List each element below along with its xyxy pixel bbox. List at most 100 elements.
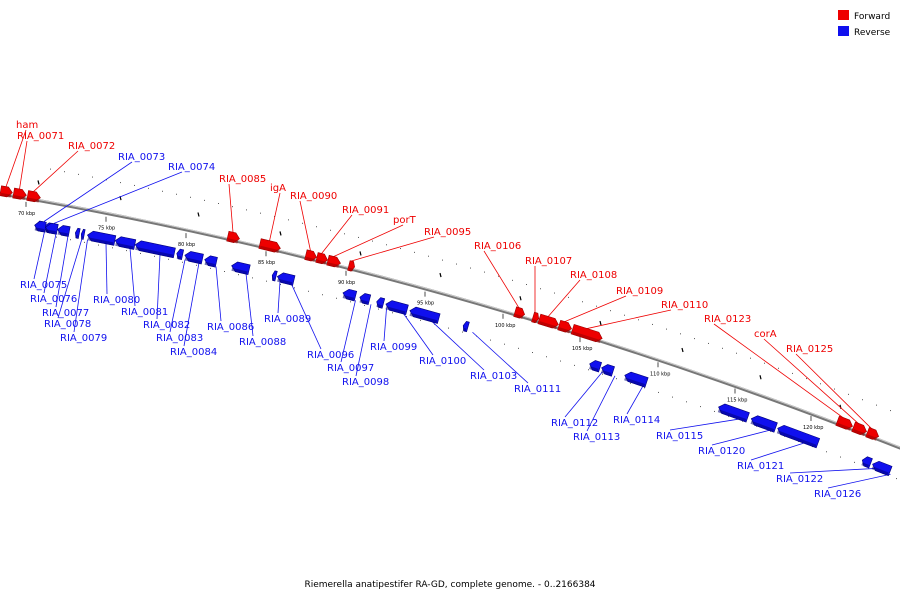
guide-dot <box>582 301 583 303</box>
guide-dot <box>728 415 729 417</box>
guide-dot <box>708 342 709 344</box>
guide-dot <box>504 343 505 345</box>
gene-label-ria-0100: RIA_0100 <box>419 356 466 367</box>
guide-dot <box>532 352 533 354</box>
guide-dot <box>392 312 393 314</box>
guide-dot <box>428 255 429 257</box>
guide-dot <box>154 255 155 257</box>
leader-line <box>795 353 873 430</box>
gene-label-ria-0072: RIA_0072 <box>68 141 115 152</box>
guide-dot <box>372 240 373 242</box>
guide-dot <box>834 388 835 390</box>
guide-dot <box>722 347 723 349</box>
gene-ham <box>0 185 13 198</box>
tick-label: 115 kbp <box>727 398 747 404</box>
legend-reverse-label: Reverse <box>854 28 891 38</box>
gene-ria-0096 <box>276 272 296 286</box>
gene-ria-0090 <box>304 249 317 262</box>
guide-dot <box>672 396 673 398</box>
gene-ria-0103 <box>409 306 441 324</box>
gene-ria-0106 <box>513 306 526 319</box>
leader-line <box>340 300 356 363</box>
gene-shadow <box>27 197 40 203</box>
gene-label-ria-0079: RIA_0079 <box>60 333 107 344</box>
gene-ria-0084 <box>184 251 204 265</box>
guide-dot <box>420 319 421 321</box>
gene-shadow <box>601 369 612 376</box>
guide-dot <box>736 352 737 354</box>
guide-dot <box>624 314 625 316</box>
gene-shadow <box>227 238 239 244</box>
gene-layer <box>0 185 893 477</box>
guide-dot <box>302 222 303 224</box>
gene-label-ria-0126: RIA_0126 <box>814 489 861 500</box>
guide-dot <box>742 420 743 422</box>
gene-ria-0076 <box>45 222 59 235</box>
gene-label-ria-0125: RIA_0125 <box>786 344 833 355</box>
guide-dot <box>560 360 561 362</box>
guide-dot <box>574 364 575 366</box>
gene-shadow <box>34 227 45 232</box>
gene-shadow <box>589 366 599 372</box>
gene-ria-0121 <box>776 424 821 449</box>
gene-shadow <box>348 267 354 272</box>
tick-label: 95 kbp <box>417 301 434 307</box>
guide-dot <box>350 301 351 303</box>
tick-label: 100 kbp <box>495 323 515 329</box>
tick-label: 110 kbp <box>650 371 670 377</box>
guide-dot <box>484 271 485 273</box>
gene-label-ria-0071: RIA_0071 <box>17 131 64 142</box>
gene-label-ria-0073: RIA_0073 <box>118 152 165 163</box>
gene-ria-0097 <box>342 288 358 302</box>
gene-label-ria-0084: RIA_0084 <box>170 347 217 358</box>
gene-ria-0109 <box>557 319 573 334</box>
guide-dot <box>616 378 617 380</box>
guide-dot <box>876 404 877 406</box>
gene-label-ria-0078: RIA_0078 <box>44 319 91 330</box>
gene-ria-0077 <box>57 225 71 237</box>
gene-ria-0123 <box>835 415 853 431</box>
guide-dot <box>176 193 177 195</box>
guide-dot <box>280 283 281 285</box>
guide-dot <box>658 391 659 393</box>
gene-shadow <box>409 312 438 324</box>
guide-dot <box>252 277 253 279</box>
gene-ria-0122 <box>861 456 873 469</box>
gene-ria-0086 <box>204 255 218 268</box>
gene-ria-0083 <box>176 248 185 261</box>
guide-dot <box>112 247 113 249</box>
leader-line <box>43 233 57 294</box>
guide-dot <box>462 331 463 333</box>
gene-shadow <box>750 420 775 432</box>
gene-label-ria-0115: RIA_0115 <box>656 431 703 442</box>
gene-ria-0098 <box>359 293 372 305</box>
legend-forward-label: Forward <box>854 12 890 22</box>
guide-dot <box>134 184 135 186</box>
guide-dot <box>232 206 233 208</box>
gene-label-ria-0086: RIA_0086 <box>207 322 254 333</box>
tick-mark-top <box>519 296 522 301</box>
gene-label-ria-0075: RIA_0075 <box>20 280 67 291</box>
tick-mark-top <box>359 251 362 256</box>
guide-dot <box>400 248 401 250</box>
gene-ria-0107 <box>531 311 540 324</box>
guide-dot <box>826 451 827 453</box>
gene-body <box>80 228 86 240</box>
gene-shadow <box>462 327 467 332</box>
guide-dot <box>84 241 85 243</box>
guide-dot <box>854 461 855 463</box>
gene-ria-0125 <box>865 427 880 441</box>
guide-dot <box>162 190 163 192</box>
guide-dot <box>470 267 471 269</box>
guide-dot <box>700 406 701 408</box>
gene-label-ria-0120: RIA_0120 <box>698 446 745 457</box>
gene-label-ria-0095: RIA_0095 <box>424 227 471 238</box>
gene-ria-0082 <box>134 240 176 259</box>
guide-dot <box>288 219 289 221</box>
gene-shadow <box>327 262 340 268</box>
tick-mark-top <box>197 212 200 217</box>
tick-mark-top <box>599 320 602 326</box>
gene-ria-0113 <box>601 364 615 377</box>
gene-shadow <box>231 267 248 275</box>
gene-shadow <box>0 192 12 198</box>
